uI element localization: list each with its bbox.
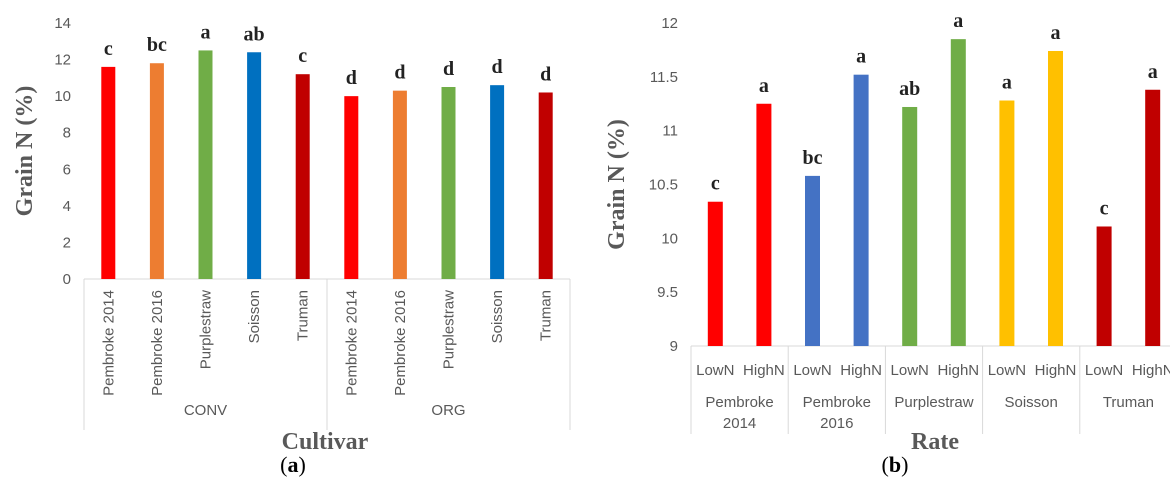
x-group-label: Truman	[1103, 394, 1154, 411]
y-tick-label: 10.5	[649, 177, 678, 194]
x-category-label: LowN	[891, 362, 929, 379]
bar	[999, 100, 1015, 347]
x-category-label: HighN	[840, 362, 882, 379]
x-group-label: 2016	[820, 415, 853, 432]
bar	[1096, 226, 1112, 346]
x-category-label: HighN	[1132, 362, 1170, 379]
x-category-label: Purplestraw	[441, 290, 458, 369]
x-category-label: Truman	[295, 290, 312, 341]
significance-label: c	[104, 38, 113, 60]
panel-label-letter: b	[889, 452, 901, 477]
bar	[538, 92, 553, 279]
panel-label-close: )	[901, 452, 908, 477]
y-tick-label: 9	[670, 338, 678, 355]
bar	[805, 175, 820, 346]
x-group-label: CONV	[184, 402, 227, 419]
y-tick-label: 4	[63, 198, 71, 215]
y-tick-label: 8	[63, 125, 71, 142]
bar	[198, 50, 213, 279]
significance-label: c	[1100, 197, 1109, 219]
panel-label-open: (	[280, 452, 287, 477]
x-category-label: LowN	[696, 362, 734, 379]
bar	[707, 201, 723, 346]
y-tick-label: 2	[63, 234, 71, 251]
bar	[756, 103, 772, 346]
x-category-label: Soisson	[489, 290, 506, 343]
x-group-label: Purplestraw	[894, 394, 973, 411]
significance-label: a	[1051, 22, 1061, 44]
significance-label: ab	[899, 78, 920, 100]
y-tick-label: 9.5	[657, 284, 678, 301]
bar	[101, 66, 116, 279]
significance-label: bc	[147, 34, 167, 56]
x-group-label: Pembroke	[803, 394, 871, 411]
x-group-label: ORG	[431, 402, 465, 419]
bar	[853, 74, 869, 347]
bar	[1145, 89, 1161, 347]
x-category-label: Pembroke 2016	[149, 290, 166, 396]
x-category-label: Purplestraw	[198, 290, 215, 369]
x-category-label: HighN	[1035, 362, 1077, 379]
bar	[902, 106, 918, 346]
y-axis-title: Grain N (%)	[604, 119, 630, 250]
significance-label: c	[711, 173, 720, 195]
significance-label: ab	[244, 23, 265, 45]
y-tick-label: 11	[662, 123, 678, 140]
y-tick-label: 6	[63, 161, 71, 178]
significance-label: d	[492, 56, 503, 78]
significance-label: d	[443, 58, 454, 80]
y-tick-label: 12	[661, 15, 678, 32]
panel-label: (b)	[882, 452, 909, 477]
y-tick-label: 0	[63, 271, 71, 288]
significance-label: a	[1002, 72, 1012, 94]
chart-panel-b: 9 9.5 10 10.5 11 11.5 12 c LowN a HighN Pembroke 201…	[604, 10, 1170, 477]
x-category-label: HighN	[937, 362, 979, 379]
bar	[149, 63, 164, 279]
bar	[950, 39, 966, 347]
chart-panel-a: 0 2 4 6 8 10 12 14 c Pembroke 2014 bc Pembroke 2016…	[12, 15, 571, 477]
panel-label-open: (	[882, 452, 889, 477]
significance-label: d	[346, 67, 357, 89]
x-category-label: Pembroke 2014	[343, 290, 360, 396]
x-category-label: Soisson	[246, 290, 263, 343]
bar	[1048, 50, 1063, 346]
x-category-label: LowN	[1085, 362, 1123, 379]
significance-label: a	[1148, 61, 1158, 83]
significance-label: a	[953, 10, 963, 32]
x-group-label: Soisson	[1005, 394, 1058, 411]
significance-label: a	[856, 46, 866, 68]
significance-label: d	[540, 63, 551, 85]
significance-label: d	[394, 62, 405, 84]
x-axis-title: Cultivar	[282, 429, 369, 455]
significance-label: c	[298, 45, 307, 67]
x-category-label: LowN	[793, 362, 831, 379]
significance-label: a	[759, 75, 769, 97]
x-category-label: Pembroke 2014	[100, 290, 117, 396]
significance-label: a	[201, 21, 211, 43]
bar	[392, 90, 407, 280]
bar	[344, 96, 359, 280]
x-category-label: LowN	[988, 362, 1026, 379]
bar	[295, 74, 310, 279]
panel-label: (a)	[280, 452, 306, 477]
y-axis-title: Grain N (%)	[12, 86, 38, 217]
x-category-label: HighN	[743, 362, 785, 379]
bar	[441, 87, 456, 279]
y-tick-label: 10	[661, 230, 678, 247]
y-tick-label: 11.5	[650, 69, 678, 86]
panel-label-letter: a	[288, 452, 299, 477]
y-tick-label: 14	[54, 15, 71, 32]
panel-label-close: )	[299, 452, 306, 477]
bar	[490, 85, 505, 280]
y-tick-label: 12	[54, 52, 71, 69]
x-group-label: Pembroke	[705, 394, 773, 411]
x-category-label: Truman	[538, 290, 555, 341]
x-group-label: 2014	[723, 415, 756, 432]
x-axis-title: Rate	[911, 429, 959, 455]
y-tick-label: 10	[54, 88, 71, 105]
x-category-label: Pembroke 2016	[392, 290, 409, 396]
significance-label: bc	[803, 147, 823, 169]
bar	[247, 52, 262, 279]
